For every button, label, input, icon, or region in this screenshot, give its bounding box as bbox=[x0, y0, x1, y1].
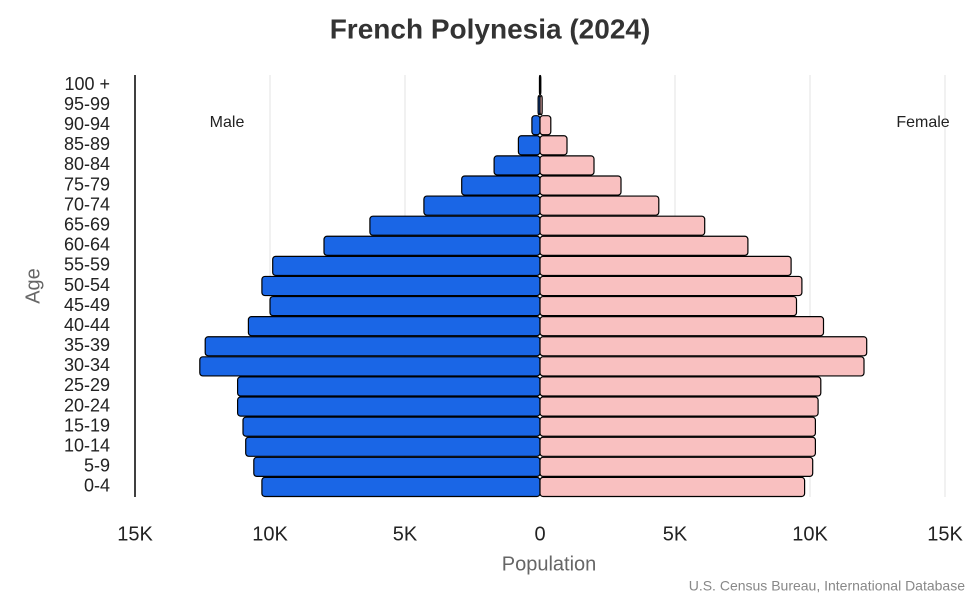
x-axis-label: Population bbox=[502, 553, 597, 575]
bar bbox=[539, 356, 865, 377]
y-tick-label: 25-29 bbox=[64, 375, 110, 395]
y-tick-label: 75-79 bbox=[64, 174, 110, 194]
bar bbox=[539, 476, 806, 498]
y-tick-label: 100 + bbox=[64, 74, 110, 94]
bar bbox=[423, 195, 541, 216]
bar bbox=[493, 155, 541, 176]
bar bbox=[237, 376, 541, 397]
bar bbox=[369, 215, 541, 236]
bar bbox=[539, 275, 803, 297]
source-note: U.S. Census Bureau, International Databa… bbox=[689, 578, 965, 594]
bar bbox=[242, 416, 541, 437]
x-tick-label: 15K bbox=[117, 523, 153, 545]
bar bbox=[539, 456, 814, 478]
x-tick-label: 10K bbox=[252, 523, 288, 545]
y-tick-label: 95-99 bbox=[64, 94, 110, 114]
legend-label: Male bbox=[210, 114, 245, 131]
y-tick-label: 55-59 bbox=[64, 255, 110, 275]
bar bbox=[461, 175, 541, 196]
bar bbox=[199, 356, 541, 377]
y-tick-label: 35-39 bbox=[64, 335, 110, 355]
y-tick-label: 80-84 bbox=[64, 154, 110, 174]
bar bbox=[539, 396, 819, 417]
bar bbox=[539, 94, 543, 116]
bar bbox=[539, 195, 660, 216]
bar bbox=[539, 336, 868, 357]
x-tick-label: 0 bbox=[534, 523, 545, 545]
y-tick-label: 0-4 bbox=[84, 476, 110, 496]
x-tick-label: 5K bbox=[663, 523, 688, 545]
bar bbox=[531, 115, 541, 136]
bar bbox=[323, 235, 541, 256]
x-tick-label: 15K bbox=[927, 523, 963, 545]
bar bbox=[261, 476, 541, 498]
bar bbox=[245, 436, 541, 457]
y-tick-label: 45-49 bbox=[64, 295, 110, 315]
bar bbox=[247, 316, 541, 337]
bar bbox=[539, 175, 622, 196]
bar bbox=[237, 396, 541, 417]
y-tick-label: 30-34 bbox=[64, 355, 110, 375]
bar bbox=[539, 436, 816, 457]
y-tick-label: 65-69 bbox=[64, 214, 110, 234]
bar bbox=[539, 295, 798, 317]
bar bbox=[261, 275, 541, 297]
bar bbox=[539, 74, 542, 96]
y-tick-label: 60-64 bbox=[64, 235, 110, 255]
bar bbox=[204, 336, 541, 357]
y-tick-label: 5-9 bbox=[84, 456, 110, 476]
bar bbox=[253, 456, 541, 478]
y-tick-label: 15-19 bbox=[64, 415, 110, 435]
bar bbox=[539, 316, 825, 337]
legend-label: Female bbox=[896, 114, 949, 131]
y-axis-label: Age bbox=[22, 268, 44, 304]
chart-title: French Polynesia (2024) bbox=[330, 13, 651, 44]
bar bbox=[539, 416, 816, 437]
y-tick-label: 50-54 bbox=[64, 275, 110, 295]
bar bbox=[539, 215, 706, 236]
y-tick-label: 70-74 bbox=[64, 194, 110, 214]
bar bbox=[539, 135, 568, 156]
y-tick-label: 40-44 bbox=[64, 315, 110, 335]
x-tick-label: 5K bbox=[393, 523, 418, 545]
y-tick-label: 85-89 bbox=[64, 134, 110, 154]
x-tick-label: 10K bbox=[792, 523, 828, 545]
bar bbox=[539, 155, 595, 176]
y-tick-label: 10-14 bbox=[64, 436, 110, 456]
bar bbox=[517, 135, 541, 156]
bar bbox=[539, 255, 792, 277]
y-tick-label: 90-94 bbox=[64, 114, 110, 134]
bar bbox=[539, 235, 749, 256]
bar bbox=[269, 295, 541, 317]
y-tick-label: 20-24 bbox=[64, 395, 110, 415]
bar bbox=[272, 255, 541, 277]
bar bbox=[539, 115, 552, 136]
bar bbox=[539, 376, 822, 397]
